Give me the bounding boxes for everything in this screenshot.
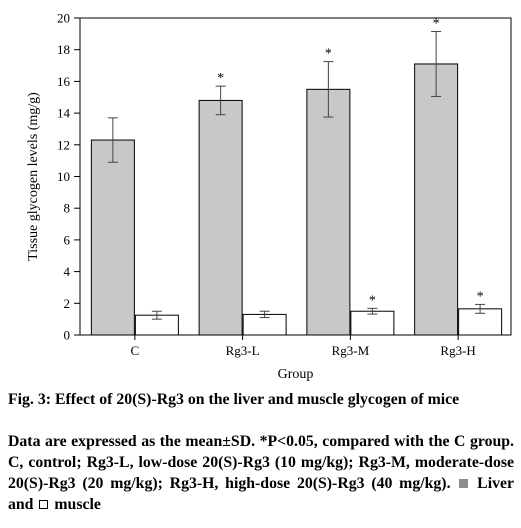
y-tick-label: 0 (64, 328, 71, 343)
liver-bar (90, 139, 135, 336)
liver-bar (198, 99, 243, 336)
y-tick-label: 20 (57, 11, 70, 26)
x-tick-label: Rg3-L (226, 343, 260, 358)
x-tick-label: Rg3-M (332, 343, 370, 358)
liver-swatch (459, 479, 469, 488)
caption-text: Data are expressed as the mean±SD. *P<0.… (8, 433, 514, 492)
y-tick-label: 16 (57, 74, 71, 89)
liver-bar (414, 63, 459, 336)
liver-legend-label: Liver and (8, 475, 515, 513)
muscle-legend-label: muscle (54, 496, 101, 513)
y-tick-label: 8 (64, 201, 71, 216)
figure-title: Fig. 3: Effect of 20(S)-Rg3 on the liver… (8, 391, 460, 408)
y-tick-label: 6 (64, 232, 71, 247)
x-axis-label: Group (278, 367, 314, 382)
y-tick-label: 12 (57, 137, 70, 152)
y-axis-label: Tissue glycogen levels (mg/g) (26, 92, 41, 261)
muscle-swatch (39, 500, 49, 509)
liver-significance-marker: * (325, 47, 332, 62)
x-tick-label: C (131, 343, 140, 358)
figure-caption: Data are expressed as the mean±SD. *P<0.… (8, 431, 514, 515)
muscle-bar (350, 310, 395, 336)
muscle-significance-marker: * (477, 289, 484, 304)
y-tick-label: 18 (57, 42, 70, 57)
liver-significance-marker: * (433, 16, 440, 31)
x-tick-label: Rg3-H (440, 343, 475, 358)
liver-significance-marker: * (217, 71, 224, 86)
bar-chart: 0 2 4 6 8 10 12 14 16 18 20 Tissue glycogen levels … (26, 11, 512, 382)
y-tick-label: 10 (57, 169, 70, 184)
muscle-significance-marker: * (369, 293, 376, 308)
y-tick-label: 4 (64, 264, 71, 279)
liver-bar (306, 88, 351, 336)
y-tick-label: 14 (57, 106, 71, 121)
y-tick-label: 2 (64, 296, 71, 311)
